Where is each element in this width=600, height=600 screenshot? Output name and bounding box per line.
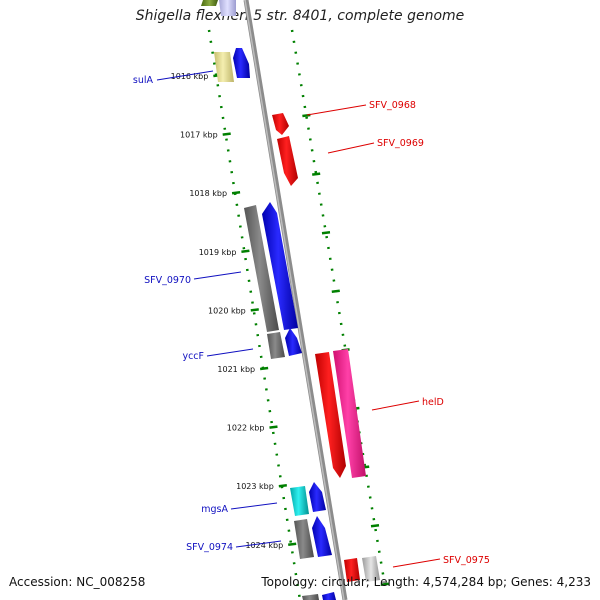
gene-label-sulA[interactable]: sulA [133,75,154,86]
kbp-label: 1017 kbp [180,131,218,140]
callout-sulA [156,70,214,81]
gene-label-SFV_0968[interactable]: SFV_0968 [369,100,416,111]
kbp-major-tick [259,366,269,371]
gene-label-helD[interactable]: helD [422,397,444,408]
callout-helD [371,400,420,411]
kbp-label: 1021 kbp [217,365,255,374]
kbp-major-tick [370,523,380,528]
kbp-label: 1016 kbp [171,72,209,81]
gene-helD-pink[interactable] [333,349,366,478]
gene-mgsA[interactable] [309,482,326,512]
gene-SFV_0970-gray [244,205,279,332]
gene-label-SFV_0969[interactable]: SFV_0969 [377,138,424,149]
kbp-label: 1022 kbp [227,424,265,433]
callout-SFV_0968 [306,104,367,116]
callout-mgsA [230,502,278,510]
gene-SFV_0975-red[interactable] [344,558,360,582]
gene-label-SFV_0974[interactable]: SFV_0974 [186,542,233,553]
kbp-major-tick [278,483,287,488]
kbp-major-tick [312,172,321,176]
gene-partial-olive [201,0,218,6]
genome-backbone-highlight [244,0,345,600]
gene-SFV_0969[interactable] [277,136,298,186]
kbp-label: 1019 kbp [199,248,237,257]
gene-label-SFV_0975[interactable]: SFV_0975 [443,555,490,566]
gene-SFV_0968[interactable] [272,113,289,135]
kbp-major-tick [269,425,278,429]
gene-SFV_0974-gray [294,519,314,559]
gene-SFV_0975-silver [362,556,380,582]
kbp-major-tick [250,308,259,312]
gene-SFV_0974[interactable] [312,516,332,557]
kbp-major-tick [380,582,389,587]
gene-SFV_0970[interactable] [262,202,298,330]
kbp-major-tick [331,289,340,294]
callout-yccF [206,348,254,357]
callout-SFV_0970 [193,271,242,280]
gene-label-mgsA[interactable]: mgsA [201,504,228,515]
kbp-major-tick [302,113,311,118]
kbp-labels: 1016 kbp 1017 kbp 1018 kbp 1019 kbp 1020 kbp… [171,72,284,550]
gene-partial-bottom-gray [302,594,319,600]
callout-SFV_0974 [235,540,282,548]
kbp-major-tick [222,132,231,136]
gene-yccF-gray [267,332,285,359]
kbp-major-tick [231,190,241,195]
kbp-label: 1018 kbp [189,189,227,198]
gene-label-SFV_0970[interactable]: SFV_0970 [144,275,191,286]
gene-sulA[interactable] [233,48,250,78]
genome-backbone [243,0,348,600]
kbp-label: 1020 kbp [208,306,246,315]
callout-SFV_0969 [327,142,375,154]
accession-label: Accession: NC_008258 [9,575,146,589]
genome-summary: Topology: circular; Length: 4,574,284 bp… [261,575,591,589]
callout-SFV_0975 [392,558,441,568]
gene-mgsA-cyan [290,486,309,516]
kbp-label: 1023 kbp [236,482,274,491]
gene-partial-lilac [219,0,236,16]
kbp-major-tick [321,230,331,235]
kbp-major-tick [288,542,297,547]
gene-helD-red[interactable] [315,352,346,478]
map-title: Shigella flexneri 5 str. 8401, complete … [135,8,465,24]
gene-yccF[interactable] [285,328,302,356]
kbp-label: 1024 kbp [245,541,283,550]
gene-partial-bottom-blue [322,592,336,600]
kbp-major-tick [241,249,250,254]
gene-partial-yellow [214,52,234,82]
gene-label-yccF[interactable]: yccF [182,351,204,362]
